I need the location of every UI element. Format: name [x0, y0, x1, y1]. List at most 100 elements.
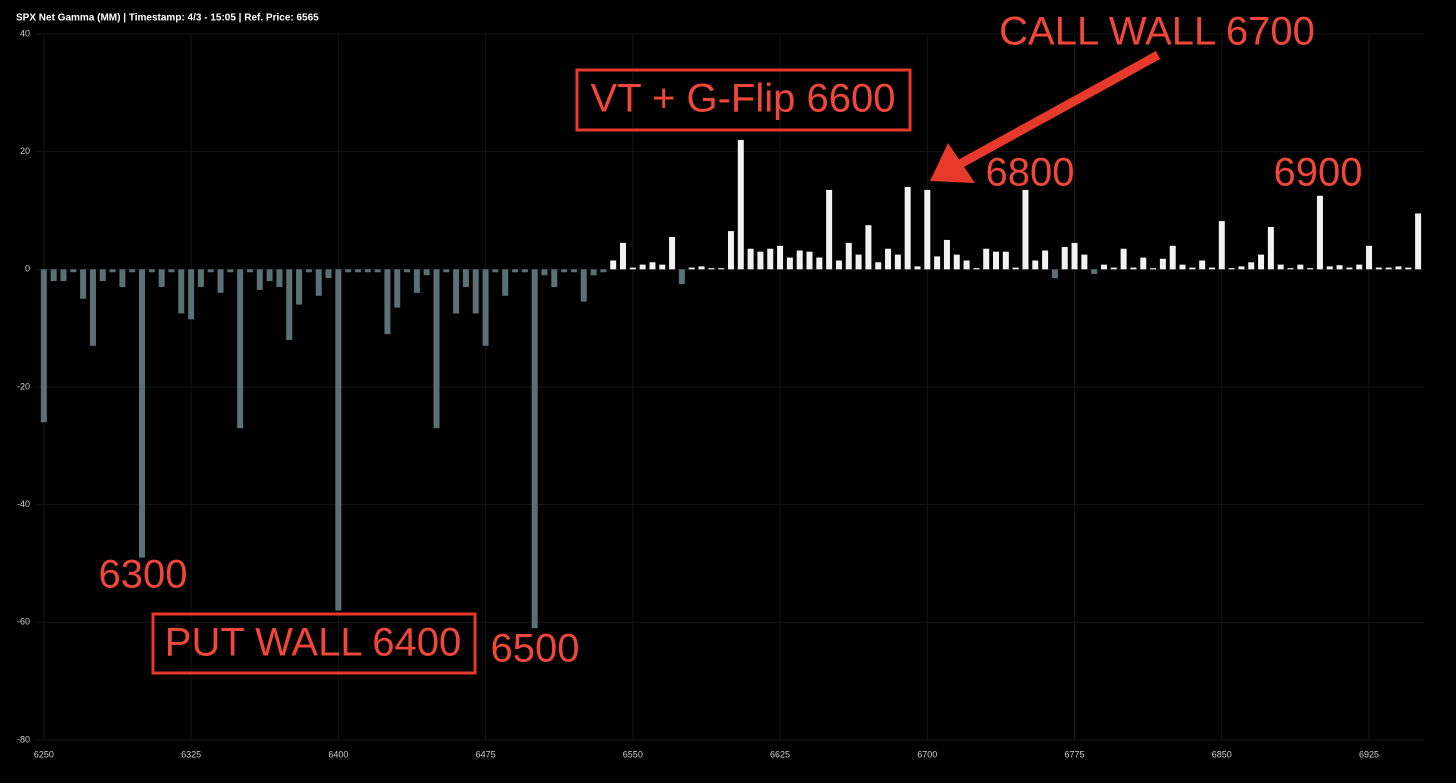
bar: [561, 269, 568, 273]
bar: [70, 269, 77, 273]
bar: [698, 266, 705, 270]
bar: [462, 269, 469, 287]
bar: [521, 269, 528, 273]
bar: [885, 248, 892, 270]
bar: [718, 268, 725, 270]
bar: [453, 269, 460, 314]
bar: [629, 267, 636, 270]
bar: [727, 231, 734, 270]
bar: [1002, 251, 1009, 270]
bar: [1218, 221, 1225, 270]
bar: [1415, 213, 1422, 270]
bar: [374, 269, 381, 273]
bar: [472, 269, 479, 314]
bar: [669, 236, 676, 270]
bar: [1061, 246, 1068, 270]
bar: [1130, 267, 1137, 270]
bar: [60, 269, 67, 282]
bar: [1248, 262, 1255, 270]
bar: [50, 269, 57, 282]
bar: [286, 269, 293, 340]
bar: [1277, 264, 1284, 270]
bar: [767, 248, 774, 270]
x-tick-label: 6475: [476, 749, 496, 759]
arrow-shaft: [957, 51, 1161, 168]
y-tick-label: -20: [17, 381, 30, 391]
bar: [639, 264, 646, 270]
y-tick-label: -80: [17, 734, 30, 744]
bar: [89, 269, 96, 346]
bar: [40, 269, 47, 423]
y-tick-label: -40: [17, 499, 30, 509]
bar: [492, 269, 499, 273]
bar: [1336, 265, 1343, 270]
arrow-head: [930, 143, 975, 183]
bar: [649, 262, 656, 270]
bar: [1169, 245, 1176, 270]
bar: [158, 269, 165, 287]
bar: [963, 260, 970, 270]
x-tick-label: 6700: [917, 749, 937, 759]
bar: [1051, 269, 1058, 279]
bar: [541, 269, 548, 276]
bar: [1022, 189, 1029, 270]
bar: [139, 269, 146, 558]
x-tick-label: 6400: [328, 749, 348, 759]
bar: [168, 269, 175, 273]
annotation: 6300: [99, 553, 188, 597]
annotation: VT + G-Flip 6600: [591, 77, 896, 121]
bar: [188, 269, 195, 320]
y-tick-label: -60: [17, 617, 30, 627]
bar: [747, 248, 754, 270]
bar: [620, 242, 627, 270]
bar: [1287, 268, 1294, 270]
annotation: PUT WALL 6400: [165, 621, 461, 665]
bar: [1042, 250, 1049, 270]
bar: [1208, 267, 1215, 270]
bar: [590, 269, 597, 276]
bar: [237, 269, 244, 429]
bar: [678, 269, 685, 285]
bar: [1307, 268, 1314, 270]
bar: [904, 186, 911, 270]
bar: [246, 269, 253, 273]
bar: [845, 242, 852, 270]
bar: [786, 257, 793, 270]
arrow: [930, 51, 1161, 183]
bar: [354, 269, 361, 273]
x-tick-label: 6325: [181, 749, 201, 759]
bar: [325, 269, 332, 279]
bar: [1375, 267, 1382, 270]
bar: [1297, 264, 1304, 270]
bar: [443, 269, 450, 273]
bar: [737, 139, 744, 270]
bar: [1159, 258, 1166, 270]
bar: [1012, 267, 1019, 270]
bar: [217, 269, 224, 293]
bar: [610, 260, 617, 270]
bar: [1091, 269, 1098, 275]
bar: [276, 269, 283, 287]
y-tick-label: 40: [20, 28, 30, 38]
bar: [600, 269, 607, 273]
bar: [266, 269, 273, 282]
bar: [777, 245, 784, 270]
bar: [148, 269, 155, 273]
chart-title: SPX Net Gamma (MM) | Timestamp: 4/3 - 15…: [16, 13, 319, 24]
bar: [502, 269, 509, 296]
bar: [1081, 254, 1088, 270]
bar: [826, 189, 833, 270]
bar: [1395, 266, 1402, 270]
bar: [953, 254, 960, 270]
bar: [816, 257, 823, 270]
bar: [1366, 245, 1373, 270]
bar: [178, 269, 185, 314]
bar: [296, 269, 303, 305]
annotation: 6800: [986, 151, 1075, 195]
bar: [413, 269, 420, 293]
bar: [1267, 226, 1274, 270]
bar: [1199, 260, 1206, 270]
bar: [1071, 242, 1078, 270]
bar: [1385, 267, 1392, 270]
